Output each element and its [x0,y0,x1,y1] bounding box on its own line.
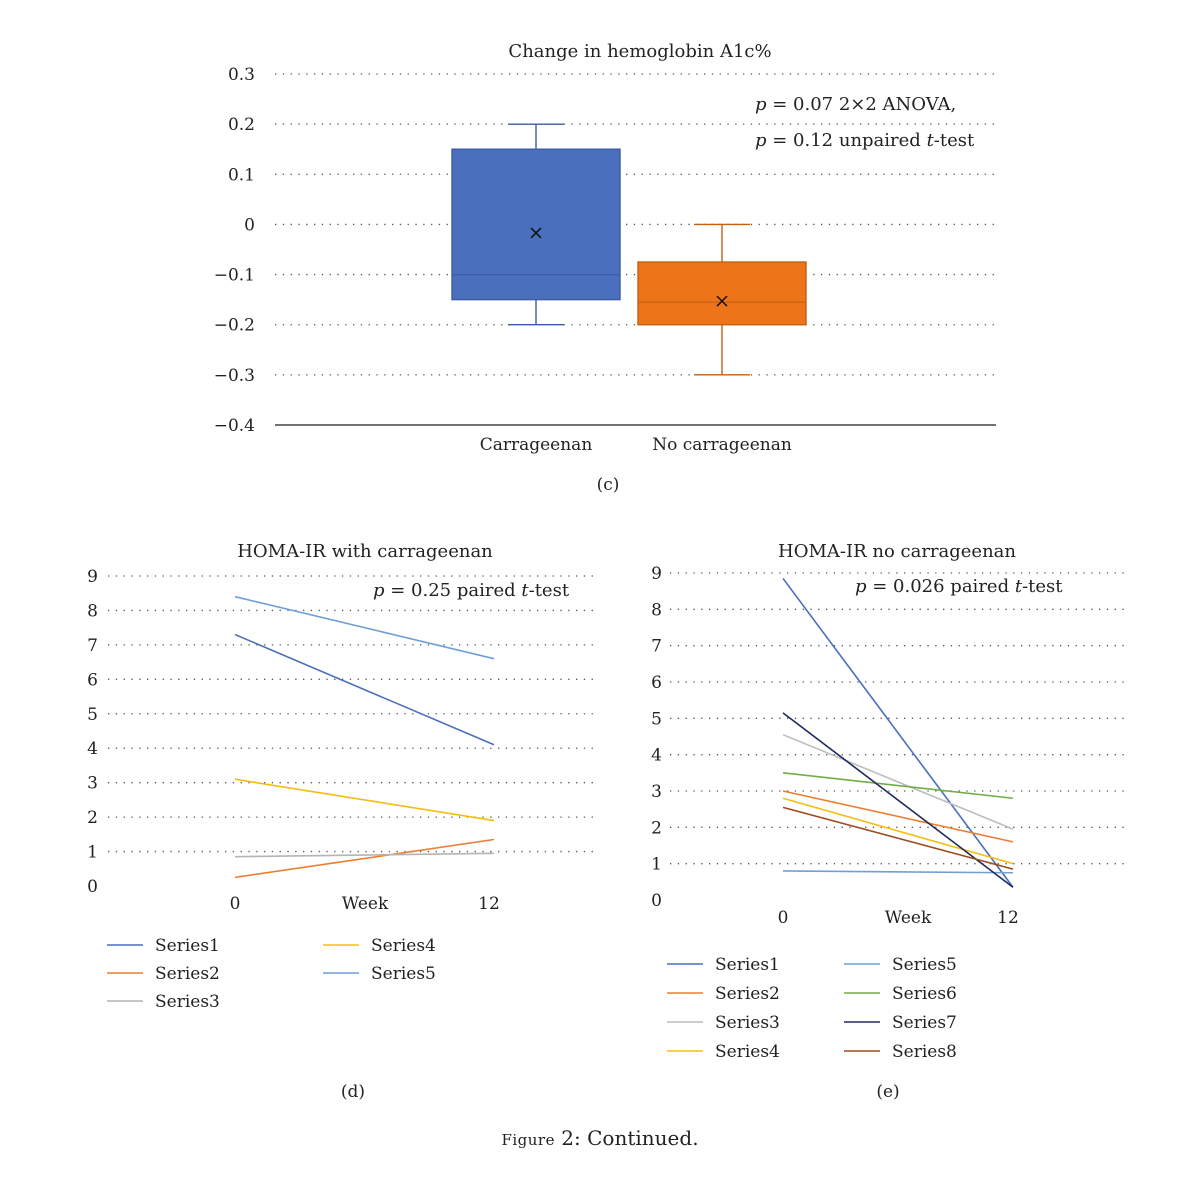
x-category-label: No carrageenan [652,435,792,455]
y-tick-label: 5 [87,705,98,725]
legend-label: Series4 [371,936,436,956]
legend-label: Series7 [892,1013,957,1033]
legend-label: Series8 [892,1042,957,1062]
y-tick-label: −0.4 [214,416,255,436]
mean-marker [716,295,728,307]
chart-title: HOMA-IR no carrageenan [778,541,1016,562]
series-line [782,790,1014,843]
y-tick-label: 0.3 [228,65,255,85]
legend-label: Series6 [892,984,957,1004]
panel-label: (c) [597,475,620,495]
y-tick-label: 2 [87,808,98,828]
series-line [234,633,495,746]
panel-label: (e) [876,1082,899,1102]
y-tick-label: 6 [87,670,98,690]
y-tick-label: 7 [87,636,98,656]
legend-label: Series3 [715,1013,780,1033]
y-tick-label: 0.1 [228,165,255,185]
y-tick-label: 1 [87,843,98,863]
series-line [782,772,1014,800]
series-line [782,797,1014,865]
panel-c-boxplot: Change in hemoglobin A1c% 0.3 0.2 0.1 0 −0.1 −… [214,41,996,495]
x-tick-label: 0 [230,894,241,914]
legend-label: Series1 [155,936,220,956]
panel-label: (d) [341,1082,365,1102]
series-line [782,806,1014,870]
y-tick-label: 3 [651,782,662,802]
y-tick-label: 0 [244,215,255,235]
x-category-label: Carrageenan [480,435,593,455]
x-tick-label: 12 [997,908,1019,928]
series-line [782,733,1014,830]
legend-label: Series2 [715,984,780,1004]
figure-caption-text: 2: Continued. [554,1126,699,1150]
y-tick-label: −0.1 [214,266,255,286]
y-tick-label: 0.2 [228,115,255,135]
y-tick-label: −0.3 [214,366,255,386]
chart-title: HOMA-IR with carrageenan [237,541,493,562]
y-tick-label: 2 [651,818,662,838]
legend-label: Series3 [155,992,220,1012]
y-tick-label: 7 [651,637,662,657]
p-value-annotation: p = 0.07 2×2 ANOVA, [755,94,956,115]
series-line [782,577,1014,888]
panel-e-line-chart: HOMA-IR no carrageenan 9 8 7 6 5 4 3 2 1 0 0 Week 12 p… [651,541,1128,1102]
chart-title: Change in hemoglobin A1c% [508,41,771,62]
y-tick-label: 8 [651,600,662,620]
y-tick-label: 9 [87,567,98,587]
legend-label: Series1 [715,955,780,975]
y-tick-label: 8 [87,601,98,621]
y-tick-label: 9 [651,564,662,584]
series-line [234,838,495,879]
p-value-annotation: p = 0.026 paired t-test [855,576,1063,597]
y-tick-label: −0.2 [214,316,255,336]
y-tick-label: 3 [87,774,98,794]
legend-label: Series2 [155,964,220,984]
x-tick-label: 12 [478,894,500,914]
y-tick-label: 0 [651,891,662,911]
y-tick-label: 0 [87,877,98,897]
series-line [782,712,1014,888]
mean-marker [530,227,542,239]
legend-label: Series5 [371,964,436,984]
legend-label: Series5 [892,955,957,975]
y-tick-label: 4 [87,739,98,759]
box [637,261,807,326]
p-value-annotation: p = 0.25 paired t-test [373,580,570,601]
y-tick-label: 6 [651,673,662,693]
series-line [234,595,495,660]
x-axis-label: Week [885,908,932,928]
series-line [782,870,1014,874]
legend-label: Series4 [715,1042,780,1062]
y-tick-label: 4 [651,746,662,766]
y-tick-label: 5 [651,709,662,729]
figure-caption: Figure 2: Continued. [0,1126,1200,1150]
x-tick-label: 0 [778,908,789,928]
panel-d-line-chart: HOMA-IR with carrageenan 9 8 7 6 5 4 3 2 1 0 0 Week 1… [87,541,598,1102]
figure-caption-prefix: Figure [501,1131,555,1149]
x-axis-label: Week [342,894,389,914]
series-line [234,778,495,822]
p-value-annotation: p = 0.12 unpaired t-test [755,130,975,151]
box [451,148,621,301]
series-line [234,852,495,858]
y-tick-label: 1 [651,855,662,875]
